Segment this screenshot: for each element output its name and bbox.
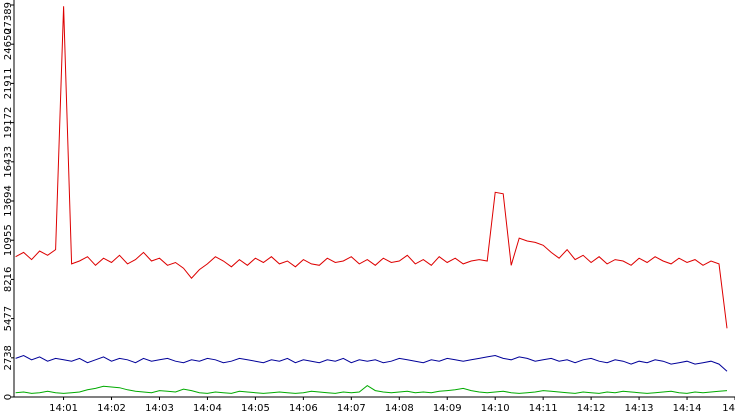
y-tick-label: 0 xyxy=(3,394,14,400)
series-line xyxy=(15,6,728,329)
x-tick-label: 14:09 xyxy=(433,403,462,414)
x-tick-label: 14:13 xyxy=(625,403,654,414)
y-tick-label: 21911 xyxy=(3,67,14,99)
x-tick-label: 14:06 xyxy=(289,403,318,414)
x-tick-label: 14:07 xyxy=(337,403,366,414)
x-tick-label: 14:04 xyxy=(193,403,222,414)
y-tick-label: 19172 xyxy=(3,107,14,139)
y-tick-label: 13694 xyxy=(3,185,14,217)
y-tick-label: 24650 xyxy=(3,28,14,60)
y-tick-label: 10955 xyxy=(3,224,14,256)
y-tick-label: 2738 xyxy=(3,345,14,370)
x-tick-label: 14:10 xyxy=(481,403,510,414)
y-tick-label: 16433 xyxy=(3,146,14,178)
x-tick-label: 14:01 xyxy=(49,403,78,414)
x-tick-label: 14:08 xyxy=(385,403,414,414)
y-tick-label: 27389 xyxy=(3,2,14,34)
x-tick-label: 14:12 xyxy=(577,403,606,414)
x-tick-label: 14:02 xyxy=(97,403,126,414)
x-tick-label: 14:05 xyxy=(241,403,270,414)
y-tick-label: 8216 xyxy=(3,267,14,292)
series-line xyxy=(15,384,728,394)
x-tick-label: 14:03 xyxy=(145,403,174,414)
x-tick-label: 14:11 xyxy=(529,403,558,414)
series-line xyxy=(15,354,728,372)
x-tick-label: 14:14 xyxy=(673,403,702,414)
x-tick-label: 14 xyxy=(722,403,735,414)
y-tick-label: 5477 xyxy=(3,306,14,331)
